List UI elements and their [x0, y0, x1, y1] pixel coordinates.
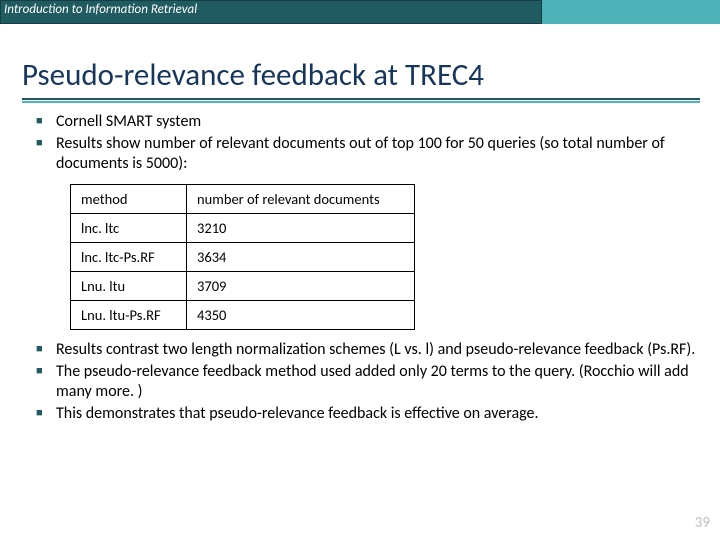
table-row: Lnu. ltu-Ps.RF 4350: [71, 301, 415, 330]
page-number: 39: [695, 514, 710, 532]
list-item: The pseudo-relevance feedback method use…: [36, 362, 696, 402]
list-item: This demonstrates that pseudo-relevance …: [36, 404, 696, 424]
list-item: Cornell SMART system: [36, 112, 696, 132]
bullets-bottom: Results contrast two length normalizatio…: [36, 340, 696, 424]
list-item: Results show number of relevant document…: [36, 134, 696, 174]
cell-count: 3634: [187, 243, 415, 272]
title-underline-light: [22, 101, 700, 103]
results-table-wrap: method number of relevant documents lnc.…: [70, 184, 696, 330]
title-underline-dark: [22, 98, 700, 100]
table-row: Lnu. ltu 3709: [71, 272, 415, 301]
bullets-top: Cornell SMART system Results show number…: [36, 112, 696, 174]
table-row: lnc. ltc-Ps.RF 3634: [71, 243, 415, 272]
header-accent: [542, 0, 720, 24]
results-table: method number of relevant documents lnc.…: [70, 184, 415, 330]
cell-count: 4350: [187, 301, 415, 330]
slide: Introduction to Information Retrieval Ps…: [0, 0, 720, 540]
cell-method: Lnu. ltu: [71, 272, 187, 301]
cell-count: 3709: [187, 272, 415, 301]
slide-title: Pseudo-relevance feedback at TREC4: [22, 56, 484, 94]
cell-count: 3210: [187, 214, 415, 243]
slide-body: Cornell SMART system Results show number…: [36, 112, 696, 426]
header-course-title: Introduction to Information Retrieval: [4, 2, 197, 17]
table-header-count: number of relevant documents: [187, 185, 415, 214]
cell-method: Lnu. ltu-Ps.RF: [71, 301, 187, 330]
table-header-row: method number of relevant documents: [71, 185, 415, 214]
table-header-method: method: [71, 185, 187, 214]
cell-method: lnc. ltc-Ps.RF: [71, 243, 187, 272]
table-row: lnc. ltc 3210: [71, 214, 415, 243]
cell-method: lnc. ltc: [71, 214, 187, 243]
list-item: Results contrast two length normalizatio…: [36, 340, 696, 360]
